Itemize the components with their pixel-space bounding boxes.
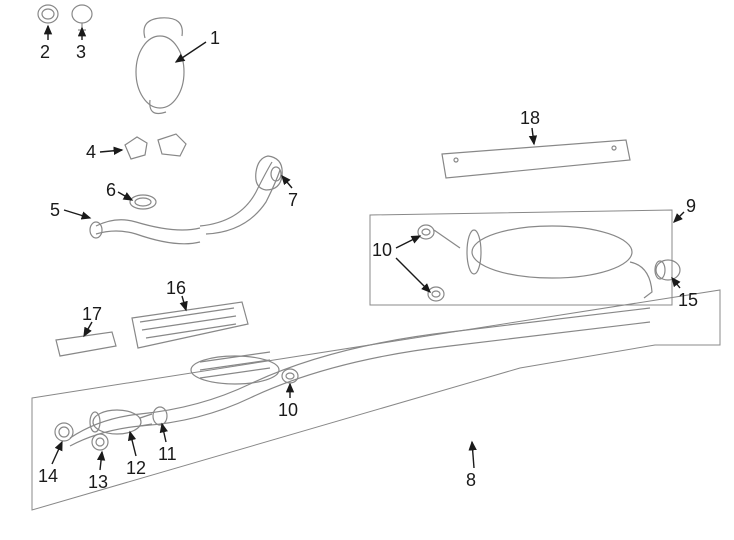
callout-1: 1 bbox=[210, 28, 220, 49]
front-pipe-5 bbox=[90, 162, 280, 244]
callout-4: 4 bbox=[86, 142, 96, 163]
arrows-group bbox=[48, 26, 684, 470]
clamp-11 bbox=[153, 407, 167, 425]
gasket-6 bbox=[130, 195, 156, 209]
clamp-3 bbox=[72, 5, 92, 30]
callout-7: 7 bbox=[288, 190, 298, 211]
callout-16: 16 bbox=[166, 278, 186, 299]
callout-11: 11 bbox=[158, 444, 177, 465]
callout-14: 14 bbox=[38, 466, 58, 487]
catalytic-converter bbox=[136, 18, 184, 114]
heat-shield-16 bbox=[132, 302, 248, 348]
diagram-svg bbox=[0, 0, 734, 540]
hanger-10b bbox=[428, 287, 444, 301]
callout-5: 5 bbox=[50, 200, 60, 221]
callout-17: 17 bbox=[82, 304, 102, 325]
seal-13 bbox=[92, 434, 108, 450]
callout-2: 2 bbox=[40, 42, 50, 63]
heat-shield-18 bbox=[442, 140, 630, 178]
exhaust-pipe-8 bbox=[70, 308, 650, 446]
bracket-4 bbox=[125, 134, 186, 159]
muffler-body bbox=[434, 226, 652, 298]
tailpipe-tip-15 bbox=[655, 260, 680, 280]
callout-8: 8 bbox=[466, 470, 476, 491]
callout-9: 9 bbox=[686, 196, 696, 217]
heat-shield-17 bbox=[56, 332, 116, 356]
callout-15: 15 bbox=[678, 290, 698, 311]
callout-10: 10 bbox=[372, 240, 392, 261]
gasket-ring-2 bbox=[38, 5, 58, 23]
hanger-10a bbox=[418, 225, 434, 239]
gasket-7 bbox=[256, 156, 283, 190]
callout-10b: 10 bbox=[278, 400, 298, 421]
resonator-section bbox=[191, 352, 279, 384]
parts-group bbox=[38, 5, 680, 450]
callout-12: 12 bbox=[126, 458, 146, 479]
callout-6: 6 bbox=[106, 180, 116, 201]
parts-diagram: 1 2 3 4 5 6 7 16 17 18 9 10 15 8 10 11 1… bbox=[0, 0, 734, 540]
hanger-10c bbox=[282, 369, 298, 383]
callout-13: 13 bbox=[88, 472, 108, 493]
seal-14 bbox=[55, 423, 73, 441]
pre-catalyst-12 bbox=[90, 410, 152, 434]
callout-18: 18 bbox=[520, 108, 540, 129]
callout-3: 3 bbox=[76, 42, 86, 63]
